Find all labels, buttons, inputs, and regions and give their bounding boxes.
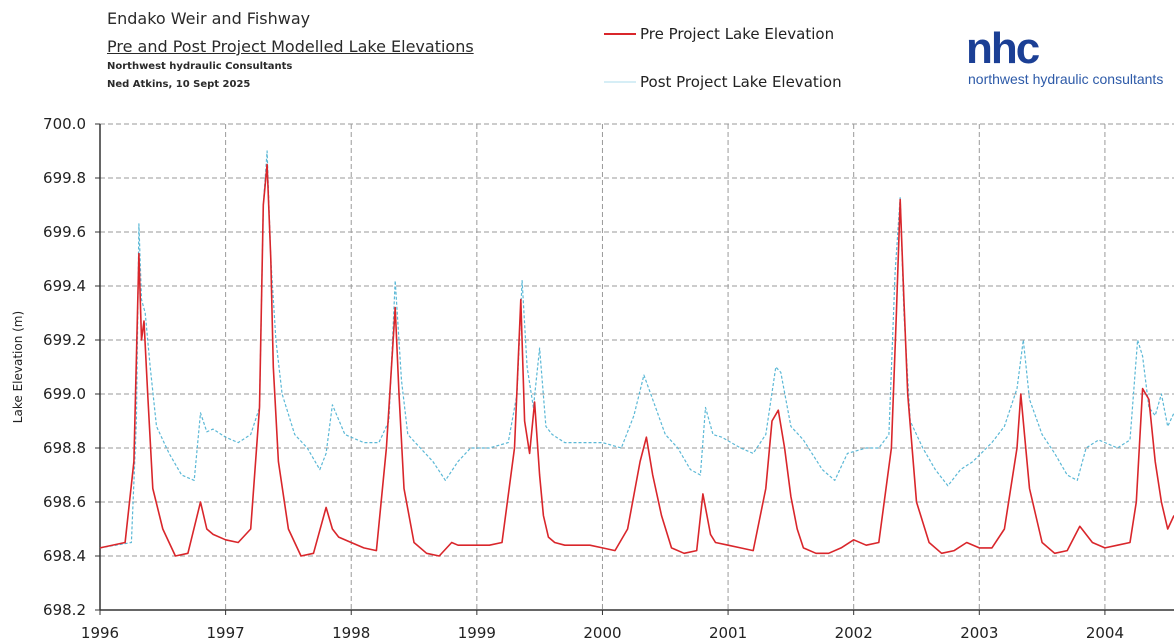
x-tick-label: 2003 <box>960 624 998 642</box>
y-tick-label: 700.0 <box>43 115 86 133</box>
x-tick-label: 2000 <box>583 624 621 642</box>
y-tick-label: 698.6 <box>43 493 86 511</box>
x-tick-label: 1997 <box>207 624 245 642</box>
legend-post-swatch <box>604 81 636 83</box>
series-pre-project-line <box>99 163 1174 557</box>
y-tick-label: 699.2 <box>43 331 86 349</box>
y-tick-label: 698.2 <box>43 601 86 619</box>
logo-text: northwest hydraulic consultants <box>968 71 1164 87</box>
legend-pre-swatch <box>604 33 636 35</box>
x-tick-label: 2001 <box>709 624 747 642</box>
x-tick-label: 1999 <box>458 624 496 642</box>
y-tick-label: 699.6 <box>43 223 86 241</box>
x-tick-label: 1998 <box>332 624 370 642</box>
x-tick-label: 2002 <box>835 624 873 642</box>
x-tick-label: 2004 <box>1086 624 1124 642</box>
y-tick-label: 699.4 <box>43 277 86 295</box>
chart-subtitle: Pre and Post Project Modelled Lake Eleva… <box>107 37 474 56</box>
y-tick-label: 698.8 <box>43 439 86 457</box>
chart-title: Endako Weir and Fishway <box>107 9 311 28</box>
legend-pre: Pre Project Lake Elevation <box>604 25 834 43</box>
x-tick-label: 1996 <box>81 624 119 642</box>
y-axis-label: Lake Elevation (m) <box>11 311 25 423</box>
legend-pre-label: Pre Project Lake Elevation <box>640 25 835 43</box>
legend-post: Post Project Lake Elevation <box>604 73 842 91</box>
author-date: Ned Atkins, 10 Sept 2025 <box>107 79 251 90</box>
y-tick-label: 698.4 <box>43 547 86 565</box>
logo-mark: nhc <box>966 24 1040 73</box>
y-tick-label: 699.8 <box>43 169 86 187</box>
legend-post-label: Post Project Lake Elevation <box>640 73 842 91</box>
nhc-logo: nhc northwest hydraulic consultants <box>966 24 1171 90</box>
y-tick-label: 699.0 <box>43 385 86 403</box>
organization-name: Northwest hydraulic Consultants <box>107 61 293 72</box>
